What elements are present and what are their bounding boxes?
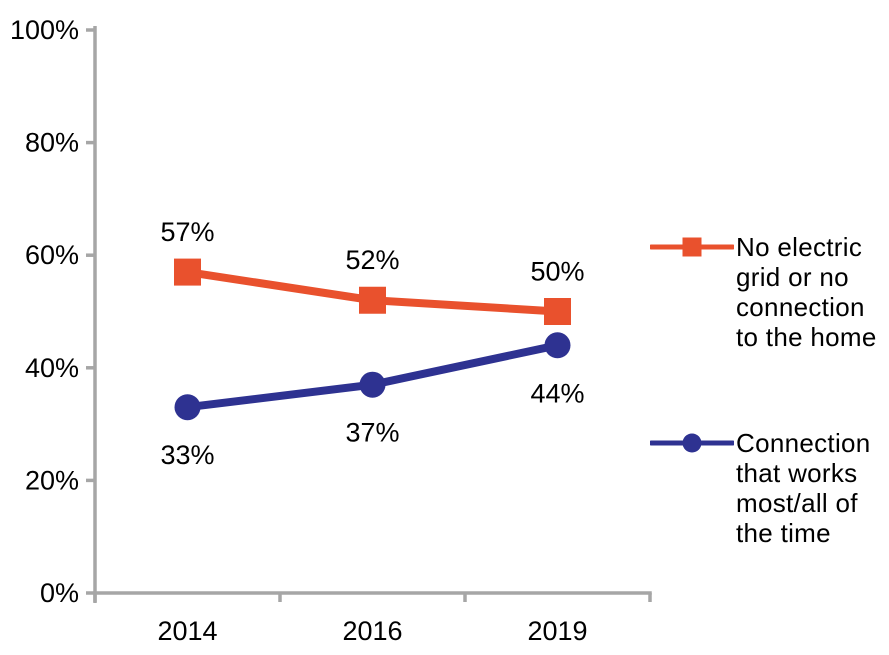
legend-label-line: connection <box>736 292 865 322</box>
legend-label-line: most/all of <box>736 488 858 518</box>
legend-marker-circle-icon <box>682 433 702 453</box>
legend-label-line: the time <box>736 518 831 548</box>
legend-marker-square-icon <box>682 237 702 257</box>
data-label: 44% <box>530 378 584 408</box>
legend-sample-square-icon <box>650 237 734 257</box>
legend-item-no-electric-grid: No electric grid or no connection to the… <box>650 232 877 352</box>
legend-label-line: to the home <box>736 322 877 352</box>
y-tick-label: 100% <box>10 15 79 45</box>
legend-label-line: No electric <box>736 232 863 262</box>
marker-circle-icon <box>544 332 571 359</box>
data-label: 52% <box>345 245 399 275</box>
legend-label: Connection that works most/all of the ti… <box>736 428 871 548</box>
legend-label: No electric grid or no connection to the… <box>736 232 877 352</box>
marker-square-icon <box>174 258 201 286</box>
data-label: 37% <box>345 418 399 448</box>
marker-square-icon <box>544 298 571 325</box>
marker-circle-icon <box>174 394 201 421</box>
y-tick-label: 20% <box>25 465 79 495</box>
x-tick-label: 2016 <box>342 616 402 646</box>
legend-item-working-connection: Connection that works most/all of the ti… <box>650 428 871 548</box>
marker-square-icon <box>359 286 386 314</box>
legend-label-line: grid or no <box>736 262 849 292</box>
y-tick-label: 80% <box>25 128 79 158</box>
legend-label-line: Connection <box>736 428 871 458</box>
y-tick-label: 60% <box>25 240 79 270</box>
legend: No electric grid or no connection to the… <box>650 0 889 655</box>
legend-label-line: that works <box>736 458 858 488</box>
legend-sample-circle-icon <box>650 433 734 453</box>
x-tick-label: 2019 <box>527 616 587 646</box>
x-tick-label: 2014 <box>157 616 217 646</box>
data-label: 50% <box>530 257 584 287</box>
y-tick-label: 40% <box>25 353 79 383</box>
data-label: 33% <box>160 440 214 470</box>
marker-circle-icon <box>359 371 386 398</box>
y-tick-label: 0% <box>40 578 79 608</box>
data-label: 57% <box>160 217 214 247</box>
